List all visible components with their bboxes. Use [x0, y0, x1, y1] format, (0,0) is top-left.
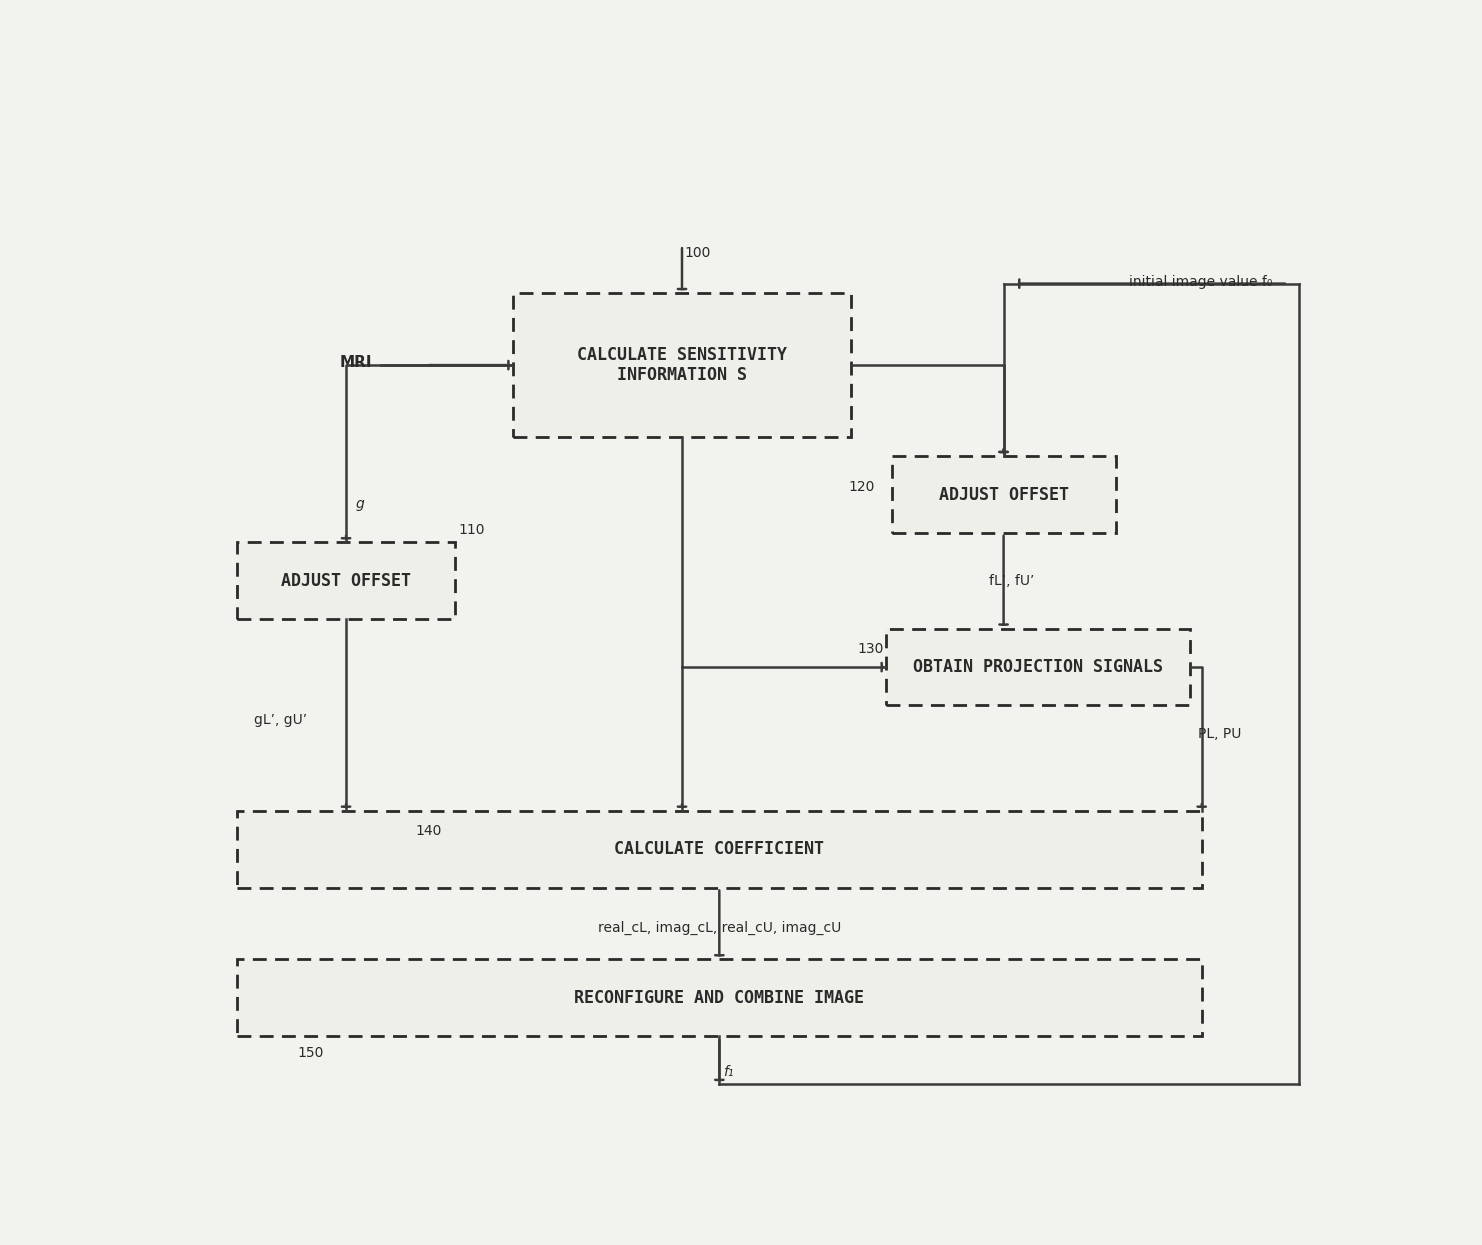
FancyBboxPatch shape — [886, 629, 1190, 706]
Text: 120: 120 — [848, 479, 874, 494]
Text: RECONFIGURE AND COMBINE IMAGE: RECONFIGURE AND COMBINE IMAGE — [575, 989, 864, 1007]
Text: 140: 140 — [415, 824, 442, 838]
FancyBboxPatch shape — [237, 960, 1202, 1036]
Text: fL’, fU’: fL’, fU’ — [988, 574, 1034, 588]
Text: OBTAIN PROJECTION SIGNALS: OBTAIN PROJECTION SIGNALS — [913, 659, 1163, 676]
FancyBboxPatch shape — [513, 294, 851, 437]
Text: MRI: MRI — [339, 355, 372, 370]
Text: 100: 100 — [685, 245, 711, 260]
Text: initial image value f₀: initial image value f₀ — [1129, 275, 1273, 289]
FancyBboxPatch shape — [237, 543, 455, 619]
Text: ADJUST OFFSET: ADJUST OFFSET — [938, 486, 1069, 503]
Text: gL’, gU’: gL’, gU’ — [255, 713, 307, 727]
Text: f₁: f₁ — [723, 1064, 734, 1078]
Text: 130: 130 — [857, 641, 883, 656]
FancyBboxPatch shape — [237, 810, 1202, 888]
Text: 110: 110 — [458, 523, 485, 537]
Text: 150: 150 — [298, 1046, 325, 1061]
Text: PL, PU: PL, PU — [1199, 727, 1242, 741]
Text: real_cL, imag_cL, real_cU, imag_cU: real_cL, imag_cL, real_cU, imag_cU — [597, 921, 840, 935]
Text: CALCULATE SENSITIVITY
INFORMATION S: CALCULATE SENSITIVITY INFORMATION S — [576, 346, 787, 385]
Text: g: g — [356, 497, 365, 512]
FancyBboxPatch shape — [892, 456, 1116, 533]
Text: CALCULATE COEFFICIENT: CALCULATE COEFFICIENT — [615, 840, 824, 858]
Text: ADJUST OFFSET: ADJUST OFFSET — [282, 571, 411, 590]
